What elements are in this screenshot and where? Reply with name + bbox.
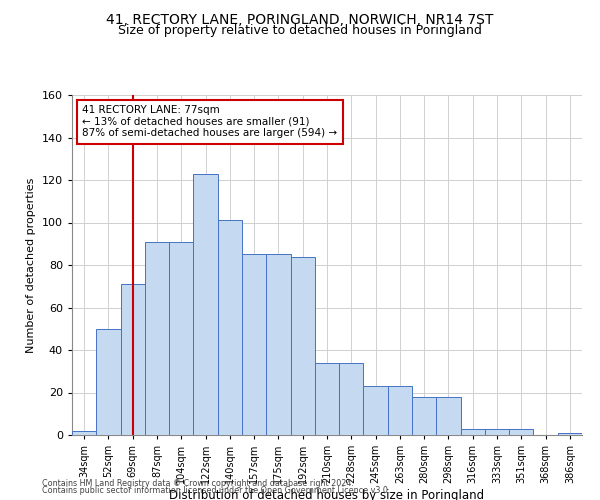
Bar (364, 386, 388, 435)
Text: Size of property relative to detached houses in Poringland: Size of property relative to detached ho… (118, 24, 482, 37)
Bar (266, 254, 290, 435)
Bar (242, 254, 266, 435)
Bar (121, 284, 145, 435)
Bar (485, 428, 509, 435)
Bar (193, 174, 218, 435)
Bar (509, 428, 533, 435)
Bar (72, 430, 96, 435)
Text: 41, RECTORY LANE, PORINGLAND, NORWICH, NR14 7ST: 41, RECTORY LANE, PORINGLAND, NORWICH, N… (106, 12, 494, 26)
Bar (145, 242, 169, 435)
Bar (436, 397, 461, 435)
X-axis label: Distribution of detached houses by size in Poringland: Distribution of detached houses by size … (169, 489, 485, 500)
Bar (412, 397, 436, 435)
Bar (169, 242, 193, 435)
Bar (315, 363, 339, 435)
Bar (339, 363, 364, 435)
Bar (388, 386, 412, 435)
Text: 41 RECTORY LANE: 77sqm
← 13% of detached houses are smaller (91)
87% of semi-det: 41 RECTORY LANE: 77sqm ← 13% of detached… (82, 105, 337, 138)
Text: Contains HM Land Registry data © Crown copyright and database right 2024.: Contains HM Land Registry data © Crown c… (42, 478, 354, 488)
Bar (218, 220, 242, 435)
Bar (96, 329, 121, 435)
Y-axis label: Number of detached properties: Number of detached properties (26, 178, 36, 352)
Bar (461, 428, 485, 435)
Text: Contains public sector information licensed under the Open Government Licence v3: Contains public sector information licen… (42, 486, 391, 495)
Bar (558, 433, 582, 435)
Bar (290, 256, 315, 435)
